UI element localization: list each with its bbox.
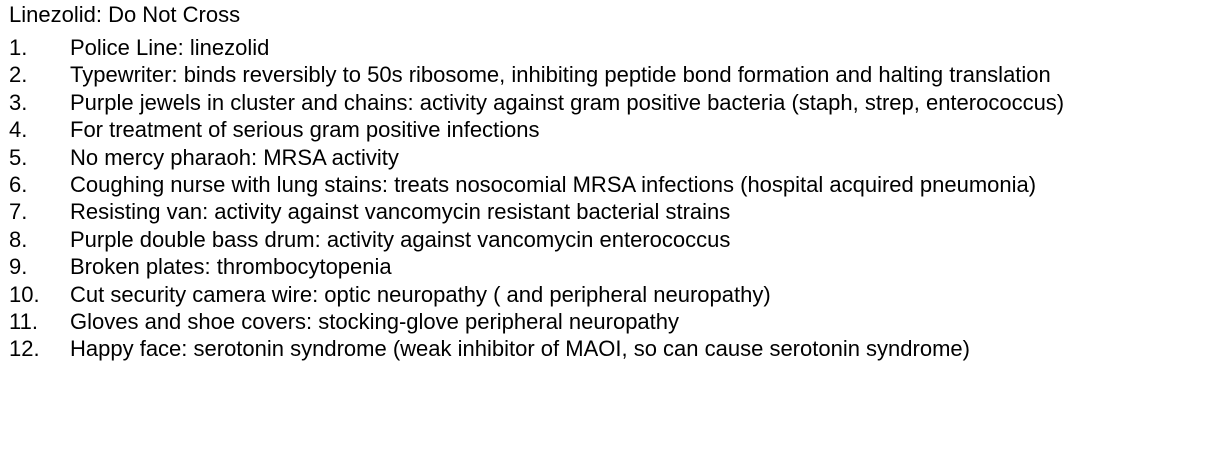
list-item: 2. Typewriter: binds reversibly to 50s ri…	[9, 61, 1210, 88]
list-item-number: 8.	[9, 226, 28, 252]
list-item-number: 4.	[9, 117, 28, 143]
list-item-text: Resisting van: activity against vancomyc…	[70, 199, 731, 225]
list-item-number: 2.	[9, 62, 28, 88]
list-item-number: 1.	[9, 35, 28, 60]
list-item-text: Happy face: serotonin syndrome (weak inh…	[70, 336, 970, 362]
list-item: 6. Coughing nurse with lung stains: treat…	[9, 171, 1210, 198]
list-item-text: Purple jewels in cluster and chains: act…	[70, 89, 1065, 115]
list-item-number: 11.	[9, 308, 38, 334]
list-item: 11. Gloves and shoe covers: stocking-glov…	[9, 308, 1210, 335]
list-item-number: 10.	[9, 281, 40, 307]
list-item-text: Broken plates: thrombocytopenia	[70, 254, 392, 280]
list-item: 10. Cut security camera wire: optic neuro…	[9, 281, 1210, 308]
list-item: 9. Broken plates: thrombocytopenia	[9, 253, 1210, 280]
list-item-number: 7.	[9, 199, 28, 225]
list-item-text: Typewriter: binds reversibly to 50s ribo…	[70, 62, 1051, 88]
numbered-list: 1. Police Line: linezolid 2. Typewriter: b…	[9, 34, 1210, 363]
list-item: 7. Resisting van: activity against vancom…	[9, 198, 1210, 225]
list-item: 12. Happy face: serotonin syndrome (weak …	[9, 335, 1210, 362]
list-item-number: 5.	[9, 144, 28, 170]
list-item-number: 6.	[9, 171, 28, 197]
list-item-text: Cut security camera wire: optic neuropat…	[70, 281, 771, 307]
list-item: 5. No mercy pharaoh: MRSA activity	[9, 144, 1210, 171]
list-item-text: Coughing nurse with lung stains: treats …	[70, 171, 1037, 197]
list-item: 4. For treatment of serious gram positive…	[9, 116, 1210, 143]
list-item-text: No mercy pharaoh: MRSA activity	[70, 144, 399, 170]
list-item: 3. Purple jewels in cluster and chains: a…	[9, 89, 1210, 116]
list-item: 1. Police Line: linezolid	[9, 34, 1210, 61]
list-item-number: 3.	[9, 89, 28, 115]
list-item: 8. Purple double bass drum: activity agai…	[9, 226, 1210, 253]
list-item-number: 12.	[9, 336, 40, 362]
list-item-text: Gloves and shoe covers: stocking-glove p…	[70, 308, 680, 334]
list-item-number: 9.	[9, 254, 28, 280]
list-item-text: Purple double bass drum: activity agains…	[70, 226, 731, 252]
document-title: Linezolid: Do Not Cross	[9, 2, 241, 27]
list-item-text: For treatment of serious gram positive i…	[70, 117, 540, 143]
list-item-text: Police Line: linezolid	[70, 35, 270, 60]
